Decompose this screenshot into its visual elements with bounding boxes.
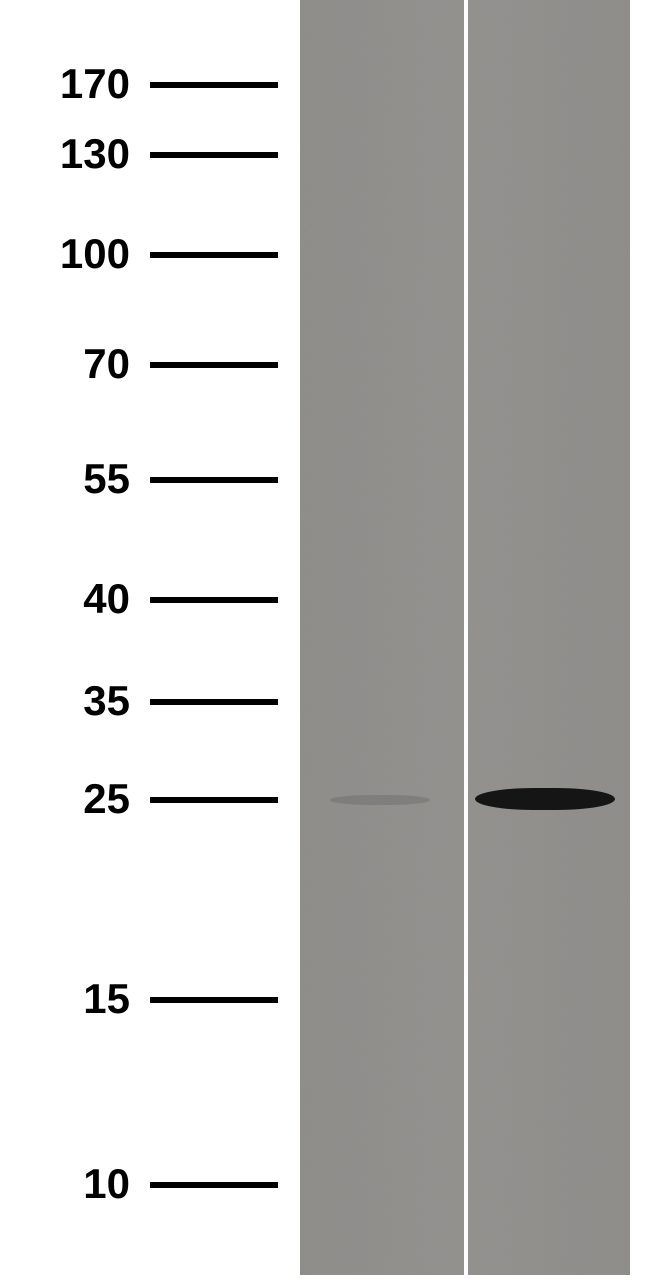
membrane	[300, 0, 630, 1275]
mw-label: 15	[20, 975, 130, 1023]
western-blot-figure: 170 130 100 70 55 40 35 25 15 10	[0, 0, 650, 1275]
mw-label: 10	[20, 1160, 130, 1208]
mw-tick	[150, 477, 278, 483]
mw-tick	[150, 699, 278, 705]
mw-label: 170	[20, 60, 130, 108]
protein-band	[330, 795, 430, 805]
mw-tick	[150, 152, 278, 158]
mw-tick	[150, 252, 278, 258]
mw-tick	[150, 362, 278, 368]
mw-tick	[150, 82, 278, 88]
mw-label: 35	[20, 677, 130, 725]
lane-divider	[464, 0, 468, 1275]
mw-label: 70	[20, 340, 130, 388]
mw-tick	[150, 597, 278, 603]
mw-label: 25	[20, 775, 130, 823]
mw-tick	[150, 1182, 278, 1188]
mw-label: 100	[20, 230, 130, 278]
mw-tick	[150, 797, 278, 803]
mw-tick	[150, 997, 278, 1003]
mw-label: 55	[20, 455, 130, 503]
protein-band	[475, 788, 615, 810]
mw-label: 40	[20, 575, 130, 623]
mw-label: 130	[20, 130, 130, 178]
